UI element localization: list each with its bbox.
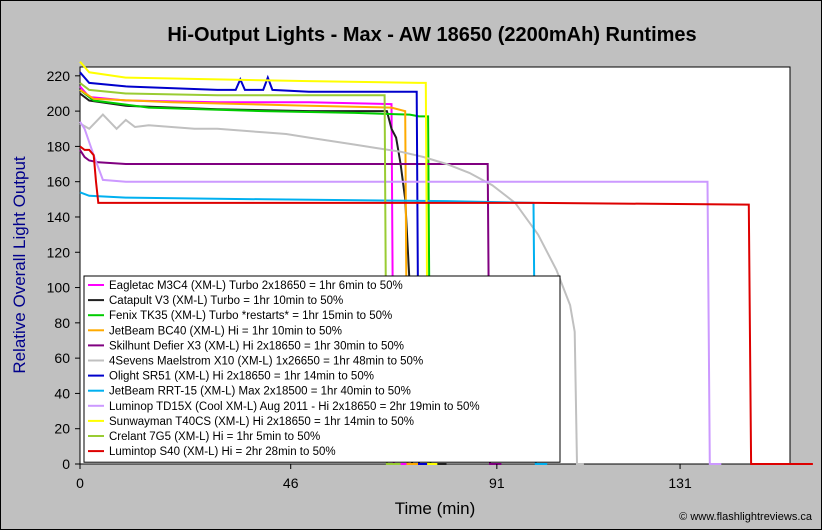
series-line-9 bbox=[79, 121, 722, 465]
series-line-6 bbox=[79, 113, 584, 465]
y-tick-label: 140 bbox=[47, 209, 71, 225]
legend-entry: JetBeam BC40 (XM-L) Hi = 1hr 10min to 50… bbox=[109, 325, 342, 337]
x-tick-label: 131 bbox=[668, 475, 692, 491]
legend-entry: Fenix TK35 (XM-L) Turbo *restarts* = 1hr… bbox=[109, 310, 392, 322]
legend: Eagletac M3C4 (XM-L) Turbo 2x18650 = 1hr… bbox=[83, 275, 561, 463]
y-tick-label: 100 bbox=[47, 280, 71, 296]
x-tick-label: 46 bbox=[283, 475, 299, 491]
chart-title: Hi-Output Lights - Max - AW 18650 (2200m… bbox=[167, 24, 696, 46]
legend-entry: Catapult V3 (XM-L) Turbo = 1hr 10min to … bbox=[109, 295, 343, 307]
axis-layer: 0 20 40 60 80 100 120 140 160 180 200 220 0 46 91 131 bbox=[47, 68, 692, 491]
y-tick-label: 180 bbox=[47, 138, 71, 154]
x-tick-label: 0 bbox=[76, 475, 84, 491]
legend-entry: Eagletac M3C4 (XM-L) Turbo 2x18650 = 1hr… bbox=[109, 280, 403, 292]
legend-entry: Skilhunt Defier X3 (XM-L) Hi 2x18650 = 1… bbox=[109, 340, 404, 352]
y-tick-label: 120 bbox=[47, 244, 71, 260]
legend-entry: Olight SR51 (XM-L) Hi 2x18650 = 1hr 14mi… bbox=[109, 371, 374, 383]
legend-entry: JetBeam RRT-15 (XM-L) Max 2x18500 = 1hr … bbox=[109, 386, 411, 398]
series-line-7 bbox=[79, 71, 429, 465]
credit-text: © www.flashlightreviews.ca bbox=[679, 511, 813, 523]
legend-entry: Luminop TD15X (Cool XM-L) Aug 2011 - Hi … bbox=[109, 401, 480, 413]
legend-box bbox=[83, 275, 561, 463]
y-tick-label: 200 bbox=[47, 103, 71, 119]
y-tick-label: 40 bbox=[54, 385, 70, 401]
y-axis-label: Relative Overall Light Output bbox=[10, 156, 29, 374]
x-axis-label: Time (min) bbox=[395, 499, 476, 518]
y-tick-label: 220 bbox=[47, 68, 71, 84]
y-tick-label: 0 bbox=[62, 456, 70, 472]
y-tick-label: 80 bbox=[54, 315, 70, 331]
y-tick-label: 20 bbox=[54, 421, 70, 437]
series-line-3 bbox=[79, 89, 438, 465]
legend-entry: 4Sevens Maelstrom X10 (XM-L) 1x26650 = 1… bbox=[109, 356, 423, 368]
y-tick-label: 60 bbox=[54, 350, 70, 366]
legend-entry: Sunwayman T40CS (XM-L) Hi 2x18650 = 1hr … bbox=[109, 416, 414, 428]
y-tick-label: 160 bbox=[47, 174, 71, 190]
legend-entry: Crelant 7G5 (XM-L) Hi = 1hr 5min to 50% bbox=[109, 431, 320, 443]
x-tick-label: 91 bbox=[489, 475, 505, 491]
legend-entry: Lumintop S40 (XM-L) Hi = 2hr 28min to 50… bbox=[109, 446, 336, 458]
series-line-12 bbox=[79, 145, 813, 465]
